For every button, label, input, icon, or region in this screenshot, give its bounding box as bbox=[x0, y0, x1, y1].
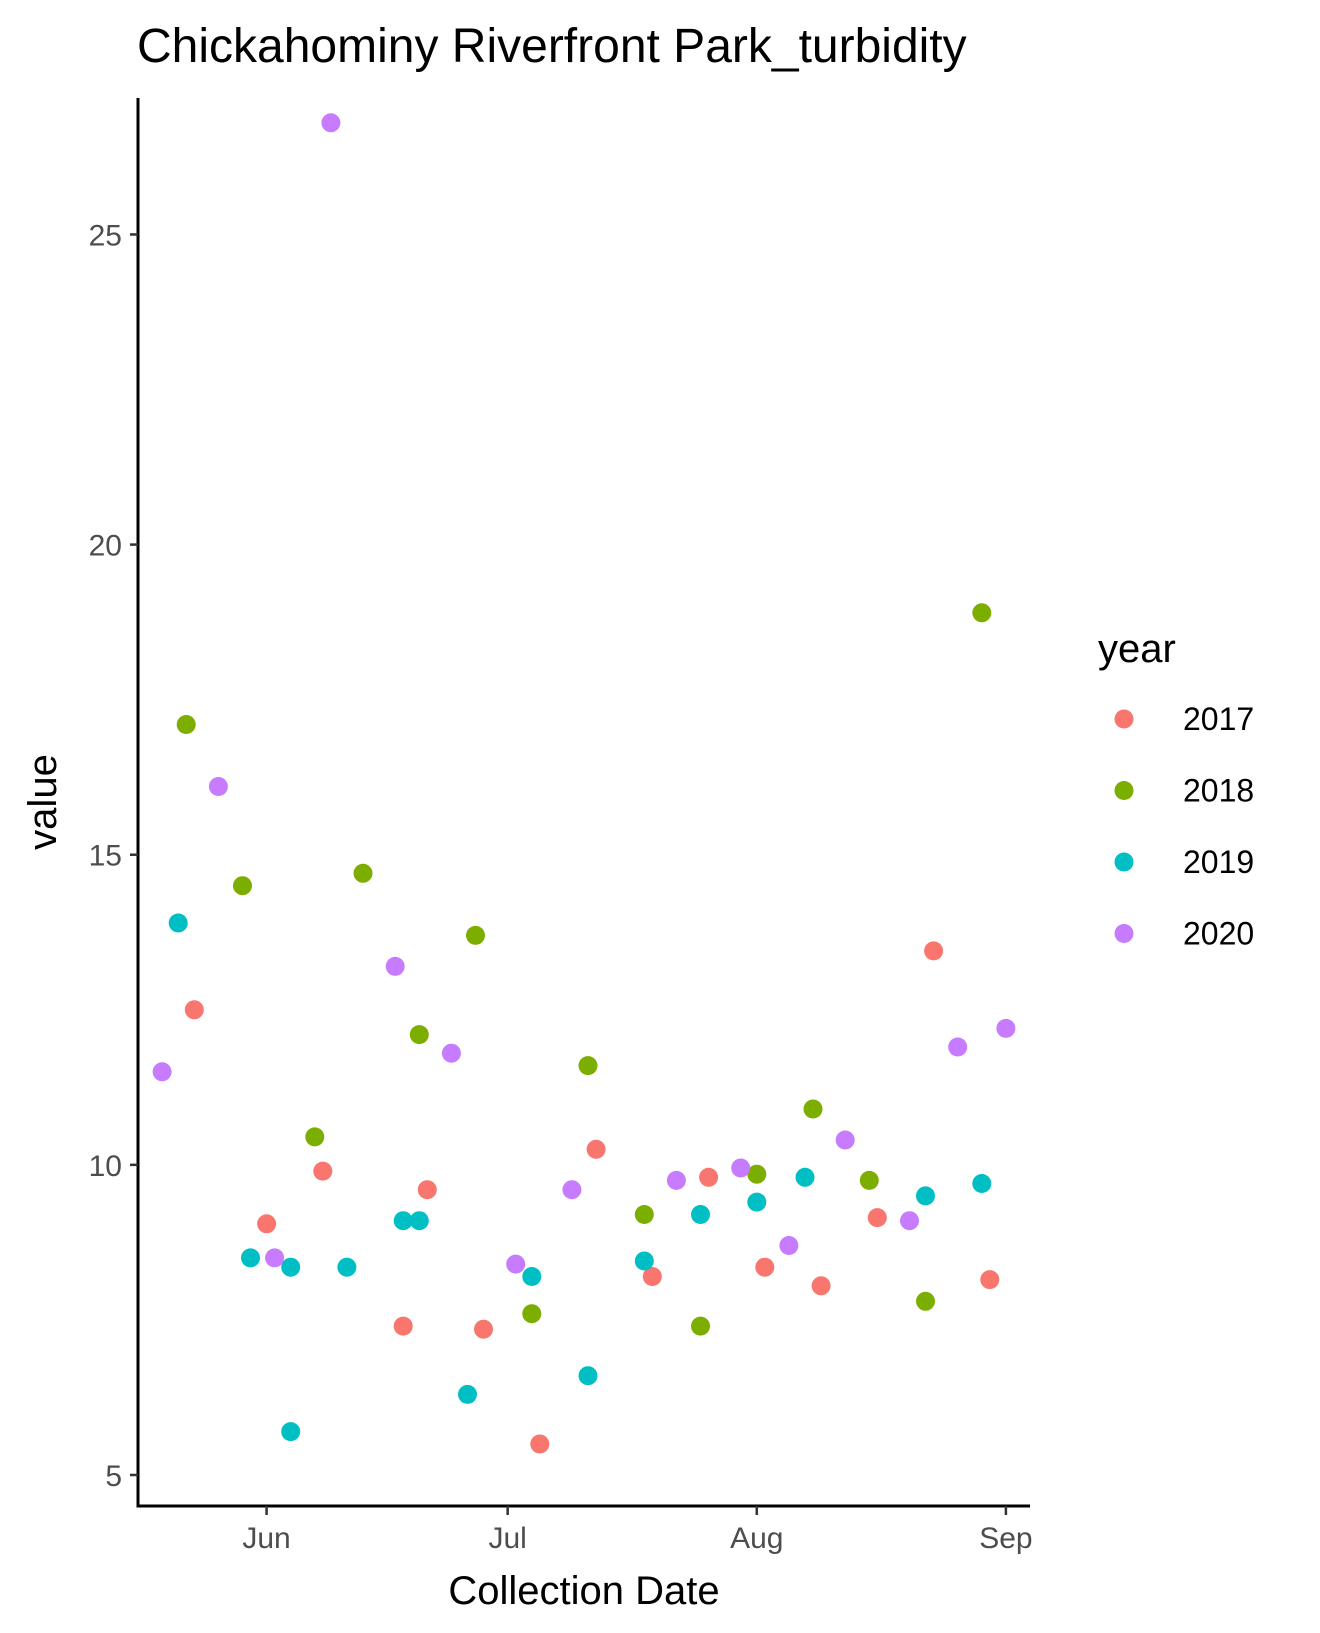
data-point bbox=[666, 1170, 686, 1190]
y-tick-label: 25 bbox=[89, 219, 122, 252]
x-tick-label: Aug bbox=[730, 1522, 783, 1555]
y-tick-label: 5 bbox=[105, 1460, 122, 1493]
data-point bbox=[353, 863, 373, 883]
data-point bbox=[562, 1180, 582, 1200]
data-point bbox=[241, 1248, 260, 1268]
legend-key-2019 bbox=[1114, 852, 1134, 872]
data-point bbox=[466, 925, 485, 945]
data-point bbox=[859, 1170, 879, 1190]
data-point bbox=[948, 1037, 968, 1057]
data-point bbox=[731, 1158, 751, 1178]
x-tick-label: Sep bbox=[979, 1522, 1032, 1555]
data-point bbox=[867, 1208, 887, 1228]
data-point bbox=[168, 913, 188, 933]
data-point bbox=[441, 1043, 461, 1063]
x-axis-ticks: Jun Jul Aug Sep bbox=[242, 1506, 1033, 1555]
data-point bbox=[916, 1291, 935, 1311]
data-point bbox=[747, 1192, 767, 1212]
data-point bbox=[305, 1127, 325, 1147]
data-point bbox=[811, 1276, 831, 1296]
data-point bbox=[233, 876, 252, 896]
data-point bbox=[578, 1056, 598, 1076]
data-point bbox=[257, 1214, 277, 1234]
data-point bbox=[972, 603, 992, 623]
chart-title: Chickahominy Riverfront Park_turbidity bbox=[137, 20, 967, 73]
data-point bbox=[474, 1319, 493, 1339]
data-point bbox=[321, 113, 341, 133]
data-point bbox=[691, 1205, 710, 1224]
data-point bbox=[313, 1161, 333, 1181]
data-point bbox=[578, 1366, 598, 1386]
data-point bbox=[530, 1434, 550, 1454]
data-point bbox=[900, 1211, 919, 1231]
data-point bbox=[634, 1251, 654, 1271]
data-point bbox=[417, 1180, 437, 1200]
data-point bbox=[803, 1099, 823, 1119]
data-point bbox=[409, 1211, 429, 1231]
x-tick-label: Jul bbox=[488, 1522, 526, 1555]
data-point bbox=[265, 1248, 285, 1268]
y-tick-label: 15 bbox=[89, 840, 122, 873]
legend-key-2018 bbox=[1114, 781, 1134, 800]
data-point bbox=[916, 1186, 935, 1206]
x-axis-title: Collection Date bbox=[448, 1569, 719, 1613]
data-point bbox=[980, 1270, 1000, 1290]
data-point bbox=[458, 1384, 477, 1404]
legend-label-2020: 2020 bbox=[1183, 916, 1254, 952]
data-point bbox=[208, 777, 228, 796]
data-point bbox=[779, 1236, 799, 1255]
data-point bbox=[393, 1211, 413, 1231]
legend: year 2017 2018 2019 2020 bbox=[1098, 627, 1254, 952]
y-tick-label: 10 bbox=[89, 1150, 122, 1183]
points-layer bbox=[152, 113, 1016, 1454]
legend-label-2017: 2017 bbox=[1183, 701, 1254, 737]
data-point bbox=[699, 1167, 719, 1187]
data-point bbox=[996, 1018, 1016, 1038]
y-axis-title: value bbox=[21, 754, 65, 850]
data-point bbox=[281, 1257, 301, 1277]
data-point bbox=[755, 1257, 775, 1277]
data-point bbox=[747, 1164, 767, 1184]
data-point bbox=[586, 1139, 606, 1159]
data-point bbox=[972, 1174, 992, 1193]
data-point bbox=[176, 715, 196, 734]
legend-label-2018: 2018 bbox=[1183, 773, 1254, 809]
y-tick-label: 20 bbox=[89, 530, 122, 563]
y-axis-ticks: 5 10 15 20 25 bbox=[89, 219, 138, 1493]
legend-title: year bbox=[1098, 627, 1176, 671]
data-point bbox=[835, 1130, 855, 1150]
data-point bbox=[506, 1254, 526, 1274]
legend-key-2020 bbox=[1114, 924, 1134, 943]
data-point bbox=[152, 1062, 172, 1082]
legend-key-2017 bbox=[1114, 709, 1134, 729]
data-point bbox=[385, 956, 405, 976]
data-point bbox=[795, 1167, 815, 1187]
data-point bbox=[642, 1267, 662, 1286]
data-point bbox=[393, 1316, 413, 1336]
data-point bbox=[691, 1316, 710, 1336]
data-point bbox=[337, 1257, 357, 1277]
data-point bbox=[634, 1205, 654, 1224]
data-point bbox=[281, 1422, 301, 1442]
legend-label-2019: 2019 bbox=[1183, 844, 1254, 880]
data-point bbox=[409, 1025, 429, 1045]
data-point bbox=[924, 941, 944, 961]
data-point bbox=[522, 1267, 542, 1286]
x-tick-label: Jun bbox=[242, 1522, 290, 1555]
data-point bbox=[522, 1304, 542, 1324]
data-point bbox=[184, 1000, 204, 1020]
